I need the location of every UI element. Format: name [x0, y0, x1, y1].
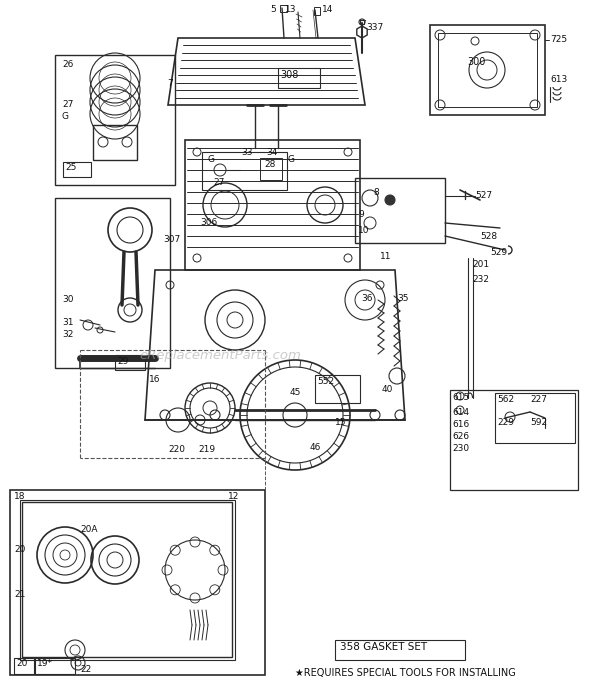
Bar [93, 125, 137, 160]
Text: 307: 307 [163, 235, 181, 244]
Text: ★REQUIRES SPECIAL TOOLS FOR INSTALLING: ★REQUIRES SPECIAL TOOLS FOR INSTALLING [295, 668, 516, 678]
Text: 300: 300 [468, 57, 486, 67]
Text: 19*: 19* [37, 659, 53, 668]
Bar [260, 158, 282, 180]
Text: 26: 26 [62, 60, 73, 69]
Text: 232: 232 [472, 275, 489, 284]
Text: 306: 306 [200, 218, 217, 227]
Text: 552: 552 [317, 377, 334, 386]
Text: 20A: 20A [80, 525, 97, 534]
Bar [14, 658, 34, 674]
Text: 527: 527 [475, 190, 492, 199]
Bar [450, 390, 578, 490]
Text: 337: 337 [366, 24, 384, 32]
Text: 616: 616 [452, 420, 469, 429]
Text: 219: 219 [198, 445, 215, 454]
Text: 308: 308 [280, 70, 299, 80]
Text: 14: 14 [322, 5, 333, 14]
Bar [278, 68, 320, 88]
Bar [355, 178, 445, 243]
Bar [280, 5, 287, 12]
Text: 11: 11 [380, 252, 392, 261]
Text: 614: 614 [452, 408, 469, 417]
Text: G: G [62, 112, 69, 121]
Circle shape [385, 195, 395, 205]
Text: 15: 15 [335, 418, 346, 427]
Text: 20: 20 [14, 545, 25, 554]
Text: 46: 46 [310, 443, 322, 452]
Text: 725: 725 [550, 36, 567, 45]
Text: 29: 29 [117, 357, 129, 366]
Text: 613: 613 [550, 76, 567, 85]
Text: 229: 229 [497, 418, 514, 427]
Text: 8: 8 [373, 188, 379, 197]
Text: eReplacementParts.com: eReplacementParts.com [139, 349, 301, 361]
Text: 7: 7 [167, 78, 173, 88]
Text: 358 GASKET SET: 358 GASKET SET [340, 642, 427, 652]
Bar [314, 7, 320, 15]
Text: 18: 18 [14, 492, 25, 501]
Bar [10, 490, 265, 675]
Bar [115, 355, 145, 370]
Text: 12: 12 [228, 492, 240, 501]
Text: 21: 21 [14, 590, 25, 599]
Bar [22, 502, 232, 657]
Text: G: G [288, 155, 295, 164]
Text: 28: 28 [264, 160, 276, 169]
Text: 227: 227 [530, 395, 547, 404]
Bar [430, 25, 545, 115]
Text: 528: 528 [480, 232, 497, 241]
Text: 626: 626 [452, 432, 469, 441]
Bar [20, 500, 235, 660]
Bar [202, 152, 287, 190]
Text: 45: 45 [289, 388, 301, 397]
Text: 220: 220 [168, 445, 185, 454]
Text: 27: 27 [213, 178, 224, 187]
Text: 36: 36 [362, 294, 373, 303]
Text: 31: 31 [62, 318, 74, 327]
Text: 9: 9 [358, 210, 364, 219]
Text: 32: 32 [62, 330, 73, 339]
Text: 592: 592 [530, 418, 547, 427]
Text: 30: 30 [62, 295, 74, 304]
Text: 562: 562 [497, 395, 514, 404]
Bar [495, 393, 575, 443]
Bar [335, 640, 465, 660]
Text: 27: 27 [62, 100, 73, 109]
Text: 25: 25 [65, 163, 76, 172]
Bar [315, 375, 360, 403]
Text: 34: 34 [266, 148, 278, 157]
Text: 5: 5 [270, 5, 276, 14]
Text: 529: 529 [490, 248, 507, 257]
Text: 13: 13 [285, 5, 297, 14]
Bar [63, 162, 91, 177]
Text: 615: 615 [452, 393, 469, 402]
Text: 33: 33 [241, 148, 253, 157]
Text: 35: 35 [397, 294, 408, 303]
Bar [438, 33, 537, 107]
Bar [55, 55, 175, 185]
Text: 22: 22 [80, 665, 91, 674]
Bar [35, 658, 75, 674]
Bar [55, 198, 170, 368]
Text: 230: 230 [452, 444, 469, 453]
Text: 40: 40 [382, 385, 394, 394]
Text: G: G [208, 155, 215, 164]
Text: 201: 201 [472, 260, 489, 269]
Text: 20: 20 [16, 659, 27, 668]
Text: 16: 16 [149, 375, 160, 384]
Text: 10: 10 [358, 226, 369, 235]
